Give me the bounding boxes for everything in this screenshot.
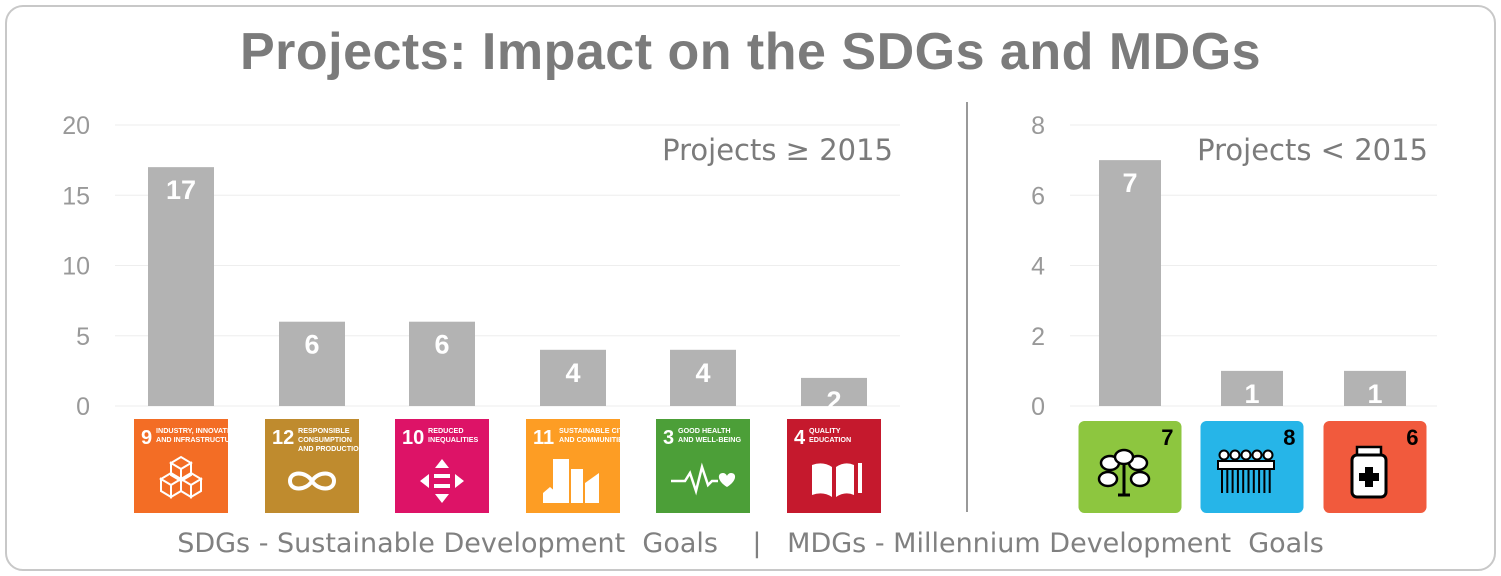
bar	[670, 349, 736, 406]
goal-label-line: QUALITY	[809, 426, 841, 435]
goal-tile-8: 8	[1200, 421, 1304, 513]
bar-value-label: 4	[565, 358, 580, 388]
bar	[148, 167, 214, 406]
y-tick-label: 2	[1031, 323, 1045, 351]
bar-value-label: 6	[304, 330, 319, 360]
goal-number: 7	[1161, 425, 1173, 450]
heartbeat-icon	[671, 462, 736, 496]
goal-number: 3	[663, 427, 674, 449]
footer-mdg-label: MDGs - Millennium Development Goals	[787, 528, 1324, 559]
goal-label-line: AND WELL-BEING	[678, 435, 741, 444]
footer-separator: |	[752, 528, 762, 559]
goal-label-line: SUSTAINABLE CITIES	[559, 426, 635, 435]
y-tick-label: 15	[62, 182, 90, 210]
y-tick-label: 8	[1031, 112, 1045, 140]
bar	[279, 321, 345, 406]
y-tick-label: 0	[76, 393, 90, 421]
panel-annotation: Projects ≥ 2015	[662, 133, 893, 167]
goal-label-line: RESPONSIBLE	[298, 426, 350, 435]
chart-panel-1: 0 5 10 15 20 Projects ≥ 2015 17 9 INDUSTRY, INNO…	[62, 112, 900, 513]
bar	[1099, 160, 1161, 406]
tree-icon	[1097, 448, 1151, 497]
goal-label-line: AND INFRASTRUCTURE	[156, 435, 240, 444]
city-icon	[543, 459, 599, 503]
y-tick-label: 4	[1031, 253, 1045, 281]
goal-tile-bg	[134, 419, 228, 513]
infinity-icon	[287, 471, 337, 491]
goal-label-line: GOOD HEALTH	[678, 426, 731, 435]
bar-value-label: 4	[695, 358, 710, 388]
goal-number: 11	[533, 427, 554, 449]
y-tick-label: 6	[1031, 182, 1045, 210]
goal-label-line: AND COMMUNITIES	[559, 435, 628, 444]
goal-tile-bg	[787, 419, 881, 513]
bar	[1344, 370, 1406, 406]
bar-value-label: 1	[1367, 379, 1382, 409]
y-tick-label: 20	[62, 112, 90, 140]
y-tick-label: 0	[1031, 393, 1045, 421]
bar-value-label: 7	[1122, 168, 1137, 198]
goal-number: 6	[1406, 425, 1418, 450]
bar-value-label: 6	[434, 330, 449, 360]
goal-number: 4	[794, 427, 806, 449]
goal-tile-bg	[265, 419, 359, 513]
goal-label-line: INDUSTRY, INNOVATION	[156, 426, 240, 435]
bar	[801, 377, 867, 406]
cubes-icon	[159, 455, 203, 499]
goal-tile-bg	[656, 419, 750, 513]
chart-title: Projects: Impact on the SDGs and MDGs	[239, 23, 1262, 81]
goal-number: 9	[141, 427, 152, 449]
medicine-bottle-icon	[1350, 445, 1388, 499]
goal-number: 12	[272, 427, 294, 449]
goal-label-line: REDUCED	[428, 426, 464, 435]
people-icon	[1217, 449, 1275, 493]
y-tick-label: 10	[62, 253, 90, 281]
goal-number: 10	[402, 427, 424, 449]
goal-tile-7: 7	[1078, 421, 1182, 513]
bar-value-label: 1	[1244, 379, 1259, 409]
bar-value-label: 17	[166, 175, 196, 205]
equality-arrows-icon	[420, 459, 464, 503]
goal-label-line: CONSUMPTION	[298, 435, 352, 444]
footer-sdg-label: SDGs - Sustainable Development Goals	[177, 528, 718, 559]
panel-annotation: Projects < 2015	[1197, 133, 1428, 167]
bar-value-label: 2	[826, 386, 841, 416]
book-icon	[812, 463, 862, 497]
bar	[409, 321, 475, 406]
goal-label-line: EDUCATION	[809, 435, 851, 444]
chart-footer: SDGs - Sustainable Development Goals | M…	[0, 528, 1501, 559]
bar	[1221, 370, 1283, 406]
goal-tile-6: 6	[1323, 421, 1427, 513]
goal-number: 8	[1283, 425, 1295, 450]
goal-label-line: INEQUALITIES	[428, 435, 479, 444]
bar	[540, 349, 606, 406]
y-tick-label: 5	[76, 323, 90, 351]
goal-label-line: AND PRODUCTION	[298, 444, 364, 453]
